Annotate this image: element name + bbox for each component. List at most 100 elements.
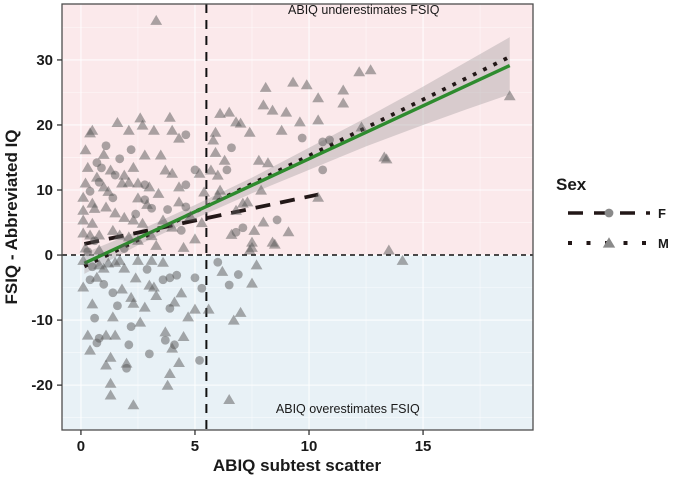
y-tick-label: 10 — [36, 182, 53, 199]
scatter-point-m — [173, 132, 185, 143]
scatter-point-m — [198, 186, 210, 197]
scatter-point-m — [241, 196, 254, 207]
scatter-point-m — [150, 289, 163, 300]
scatter-point-f — [92, 338, 102, 348]
scatter-point-m — [104, 377, 117, 388]
scatter-point-m — [252, 154, 265, 165]
legend-label-f: F — [658, 206, 666, 221]
scatter-point-m — [84, 344, 96, 355]
x-axis-title: ABIQ subtest scatter — [213, 456, 382, 475]
scatter-point-f — [108, 288, 118, 298]
scatter-point-m — [177, 330, 190, 341]
scatter-point-m — [287, 76, 299, 87]
scatter-point-m — [227, 314, 240, 325]
scatter-point-f — [85, 186, 95, 196]
scatter-point-m — [195, 217, 208, 228]
scatter-point-m — [223, 394, 236, 405]
legend-entry-f: F — [568, 206, 666, 221]
scatter-point-m — [118, 169, 131, 180]
annotation-overestimates: ABIQ overestimates FSIQ — [276, 402, 420, 416]
scatter-point-m — [100, 201, 112, 212]
legend-label-m: M — [658, 236, 669, 251]
scatter-point-m — [211, 169, 224, 180]
scatter-point-m — [136, 217, 149, 228]
quadrant-regions — [62, 4, 533, 430]
scatter-points — [77, 14, 516, 410]
scatter-point-m — [189, 233, 201, 244]
scatter-point-f — [181, 180, 191, 190]
scatter-point-m — [97, 262, 110, 273]
scatter-point-m — [88, 202, 101, 213]
scatter-point-m — [337, 97, 350, 108]
scatter-point-m — [150, 239, 163, 250]
legend-entry-m: M — [568, 236, 669, 251]
legend-marker-triangle — [602, 237, 616, 248]
reference-lines — [62, 4, 533, 430]
y-tick-label: -10 — [31, 312, 53, 329]
scatter-point-m — [93, 244, 106, 255]
scatter-point-m — [262, 157, 274, 168]
scatter-point-m — [81, 329, 94, 340]
scatter-point-f — [297, 133, 307, 143]
scatter-point-m — [138, 301, 151, 312]
scatter-point-f — [227, 143, 236, 153]
scatter-point-m — [145, 254, 158, 265]
scatter-point-m — [173, 356, 185, 367]
scatter-point-m — [118, 262, 131, 273]
scatter-point-m — [280, 106, 293, 117]
scatter-point-m — [77, 227, 90, 238]
scatter-point-m — [173, 181, 185, 192]
scatter-point-f — [197, 283, 207, 293]
scatter-point-m — [246, 236, 258, 247]
scatter-point-m — [275, 124, 288, 135]
scatter-point-f — [172, 270, 182, 280]
panel-border — [61, 3, 534, 431]
scatter-point-m — [503, 90, 516, 101]
scatter-point-f — [213, 257, 223, 267]
scatter-point-m — [134, 316, 147, 327]
scatter-point-f — [224, 280, 234, 290]
scatter-point-m — [104, 389, 117, 400]
scatter-point-m — [257, 216, 270, 227]
scatter-point-m — [157, 256, 169, 267]
scatter-point-m — [163, 111, 176, 122]
scatter-point-m — [248, 224, 261, 235]
scatter-point-f — [85, 275, 95, 285]
scatter-point-m — [100, 359, 112, 370]
scatter-point-f — [90, 313, 100, 323]
y-tick-label: 30 — [36, 52, 53, 69]
scatter-point-m — [189, 303, 201, 314]
scatter-point-m — [109, 207, 122, 218]
scatter-point-m — [225, 228, 238, 239]
scatter-point-m — [173, 196, 185, 207]
scatter-point-m — [250, 259, 263, 270]
scatter-point-m — [145, 230, 158, 241]
scatter-point-m — [106, 311, 119, 322]
scatter-point-m — [77, 191, 90, 202]
scatter-point-m — [134, 112, 147, 123]
scatter-point-m — [138, 149, 151, 160]
legend-title: Sex — [556, 175, 587, 194]
scatter-point-m — [152, 187, 165, 198]
scatter-point-m — [209, 146, 222, 157]
panel-outline — [61, 3, 534, 431]
scatter-point-m — [77, 214, 90, 225]
scatter-point-f — [195, 356, 204, 365]
region-overestimate — [62, 255, 533, 430]
y-tick-label: 20 — [36, 117, 53, 134]
legend-marker-circle — [604, 208, 614, 218]
scatter-point-m — [132, 177, 144, 188]
scatter-point-m — [120, 357, 133, 368]
scatter-point-m — [246, 277, 258, 288]
scatter-point-m — [154, 149, 167, 160]
scatter-point-m — [184, 210, 197, 221]
fit-line-combined — [83, 63, 511, 265]
scatter-point-f — [233, 270, 243, 279]
scatter-point-m — [159, 164, 172, 175]
scatter-point-m — [202, 303, 215, 314]
x-tick-label: 10 — [301, 438, 318, 455]
scatter-point-m — [396, 254, 409, 265]
scatter-point-m — [93, 229, 106, 240]
